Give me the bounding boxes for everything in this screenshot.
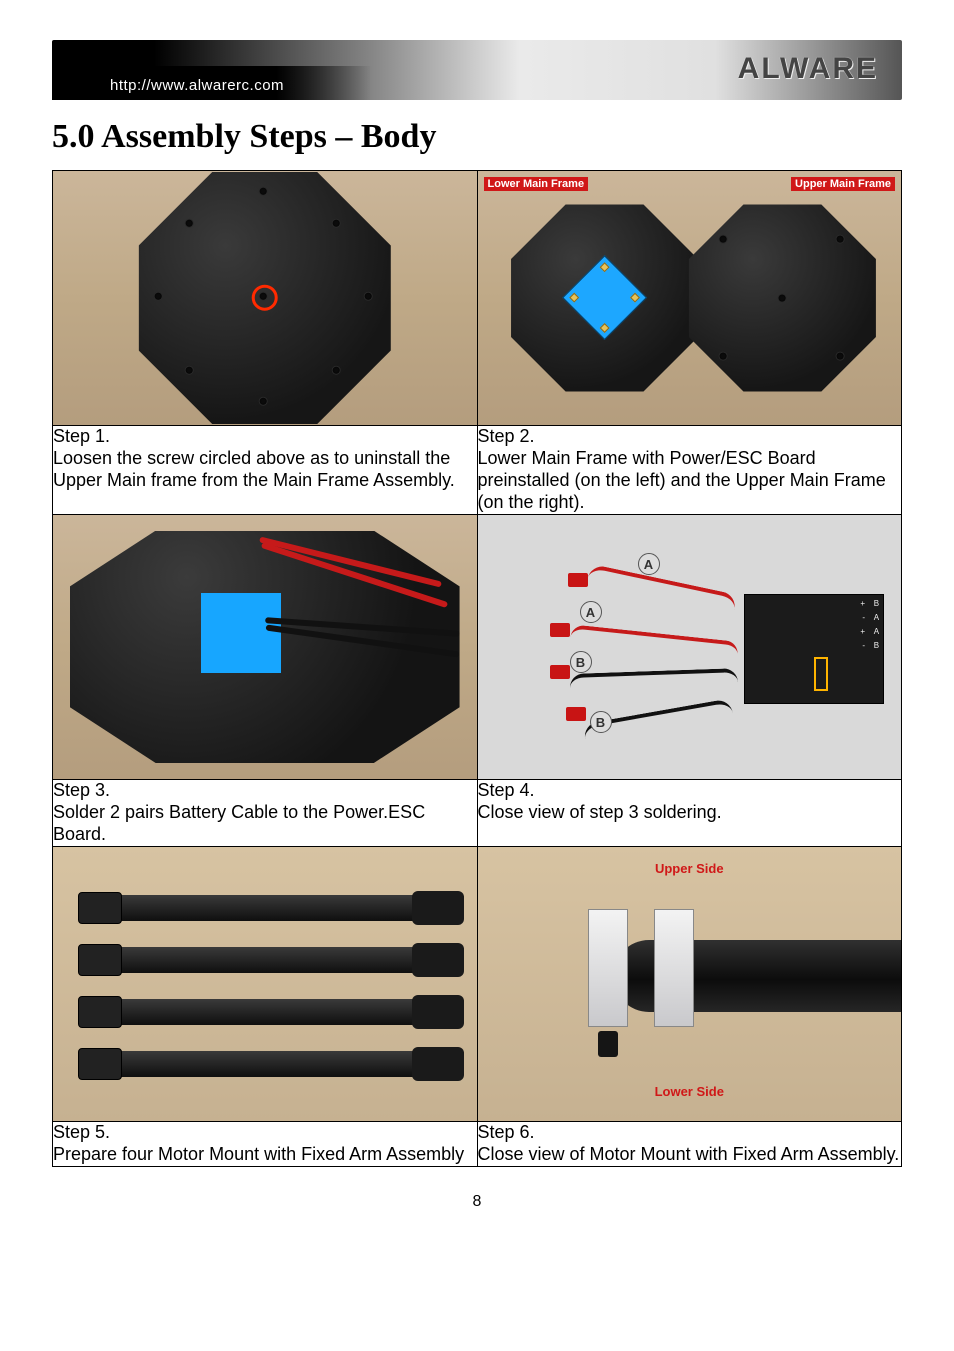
figure-step-5: [53, 847, 477, 1121]
power-esc-board-icon: [562, 256, 647, 341]
figure-step-2: Lower Main Frame Upper Main Frame: [478, 171, 902, 425]
step-label: Step 1.: [53, 426, 477, 448]
step-label: Step 2.: [478, 426, 902, 448]
callout-b-icon: B: [590, 711, 612, 733]
step-label: Step 6.: [478, 1122, 902, 1144]
callout-a-icon: A: [580, 601, 602, 623]
step-label: Step 5.: [53, 1122, 477, 1144]
thumb-screw-icon: [598, 1031, 618, 1057]
figure-step-6: Upper Side Lower Side: [478, 847, 902, 1121]
step-caption: Solder 2 pairs Battery Cable to the Powe…: [53, 802, 477, 846]
figure-step-1: [53, 171, 477, 425]
header-url: http://www.alwarerc.com: [110, 77, 284, 94]
power-esc-board-icon: [201, 593, 281, 673]
clamp-icon: [654, 909, 694, 1027]
step-label: Step 3.: [53, 780, 477, 802]
step-label: Step 4.: [478, 780, 902, 802]
esc-board-icon: B A A B + - + -: [744, 594, 884, 704]
figure-step-4: B A A B + - + -: [478, 515, 902, 779]
tag-lower-main-frame: Lower Main Frame: [484, 177, 589, 191]
step-caption: Lower Main Frame with Power/ESC Board pr…: [478, 448, 902, 514]
step-caption: Close view of step 3 soldering.: [478, 802, 902, 824]
callout-b-icon: B: [570, 651, 592, 673]
tag-upper-main-frame: Upper Main Frame: [791, 177, 895, 191]
callout-a-icon: A: [638, 553, 660, 575]
figure-step-3: [53, 515, 477, 779]
label-lower-side: Lower Side: [655, 1084, 724, 1099]
step-caption: Prepare four Motor Mount with Fixed Arm …: [53, 1144, 477, 1166]
page-title: 5.0 Assembly Steps – Body: [52, 118, 902, 156]
step-caption: Close view of Motor Mount with Fixed Arm…: [478, 1144, 902, 1166]
label-upper-side: Upper Side: [655, 861, 724, 876]
steps-table: Lower Main Frame Upper Main Frame: [52, 170, 902, 1167]
brand-logo: ALWARE: [732, 50, 884, 88]
page-number: 8: [52, 1193, 902, 1211]
step-caption: Loosen the screw circled above as to uni…: [53, 448, 477, 492]
page-header: http://www.alwarerc.com ALWARE: [52, 40, 902, 100]
clamp-icon: [588, 909, 628, 1027]
